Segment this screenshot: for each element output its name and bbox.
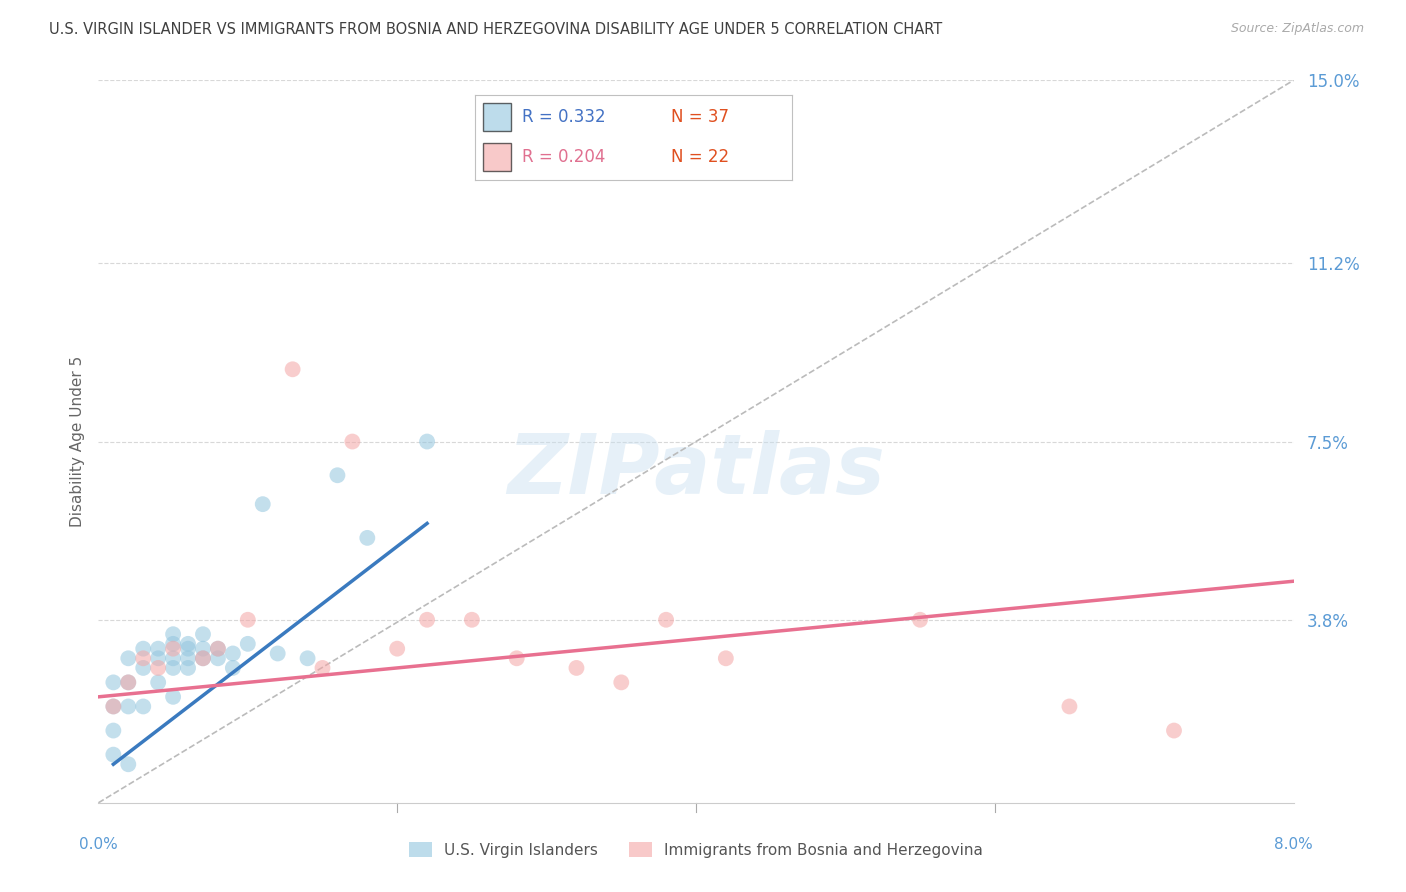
Point — [117, 675, 139, 690]
Point — [103, 699, 125, 714]
Point — [132, 699, 155, 714]
Legend: U.S. Virgin Islanders, Immigrants from Bosnia and Herzegovina: U.S. Virgin Islanders, Immigrants from B… — [404, 836, 988, 863]
Point — [191, 651, 214, 665]
Point — [177, 641, 200, 656]
Point — [162, 637, 184, 651]
Point — [162, 651, 184, 665]
Point — [207, 651, 229, 665]
Point — [267, 647, 290, 661]
Point — [191, 641, 214, 656]
Text: Source: ZipAtlas.com: Source: ZipAtlas.com — [1230, 22, 1364, 36]
Point — [162, 661, 184, 675]
Point — [236, 613, 259, 627]
Point — [416, 613, 439, 627]
Point — [177, 661, 200, 675]
Point — [177, 637, 200, 651]
Point — [162, 641, 184, 656]
Point — [148, 661, 170, 675]
Text: 8.0%: 8.0% — [1274, 837, 1313, 852]
Point — [162, 690, 184, 704]
Point — [117, 675, 139, 690]
Point — [416, 434, 439, 449]
Point — [655, 613, 678, 627]
Point — [177, 651, 200, 665]
Point — [222, 661, 245, 675]
Point — [103, 723, 125, 738]
Y-axis label: Disability Age Under 5: Disability Age Under 5 — [69, 356, 84, 527]
Point — [252, 497, 274, 511]
Point — [148, 651, 170, 665]
Point — [610, 675, 633, 690]
Point — [117, 651, 139, 665]
Text: ZIPatlas: ZIPatlas — [508, 430, 884, 511]
Point — [281, 362, 304, 376]
Point — [326, 468, 349, 483]
Point — [1059, 699, 1081, 714]
Point — [162, 627, 184, 641]
Text: U.S. VIRGIN ISLANDER VS IMMIGRANTS FROM BOSNIA AND HERZEGOVINA DISABILITY AGE UN: U.S. VIRGIN ISLANDER VS IMMIGRANTS FROM … — [49, 22, 942, 37]
Point — [132, 641, 155, 656]
Point — [908, 613, 931, 627]
Point — [191, 651, 214, 665]
Point — [461, 613, 484, 627]
Point — [132, 651, 155, 665]
Point — [191, 627, 214, 641]
Point — [1163, 723, 1185, 738]
Point — [342, 434, 364, 449]
Point — [714, 651, 737, 665]
Point — [506, 651, 529, 665]
Point — [117, 757, 139, 772]
Point — [103, 699, 125, 714]
Point — [207, 641, 229, 656]
Point — [385, 641, 409, 656]
Point — [103, 747, 125, 762]
Point — [222, 647, 245, 661]
Point — [132, 661, 155, 675]
Point — [565, 661, 588, 675]
Point — [236, 637, 259, 651]
Point — [117, 699, 139, 714]
Point — [311, 661, 333, 675]
Point — [356, 531, 378, 545]
Point — [148, 641, 170, 656]
Text: 0.0%: 0.0% — [79, 837, 118, 852]
Point — [297, 651, 319, 665]
Point — [207, 641, 229, 656]
Point — [103, 675, 125, 690]
Point — [148, 675, 170, 690]
